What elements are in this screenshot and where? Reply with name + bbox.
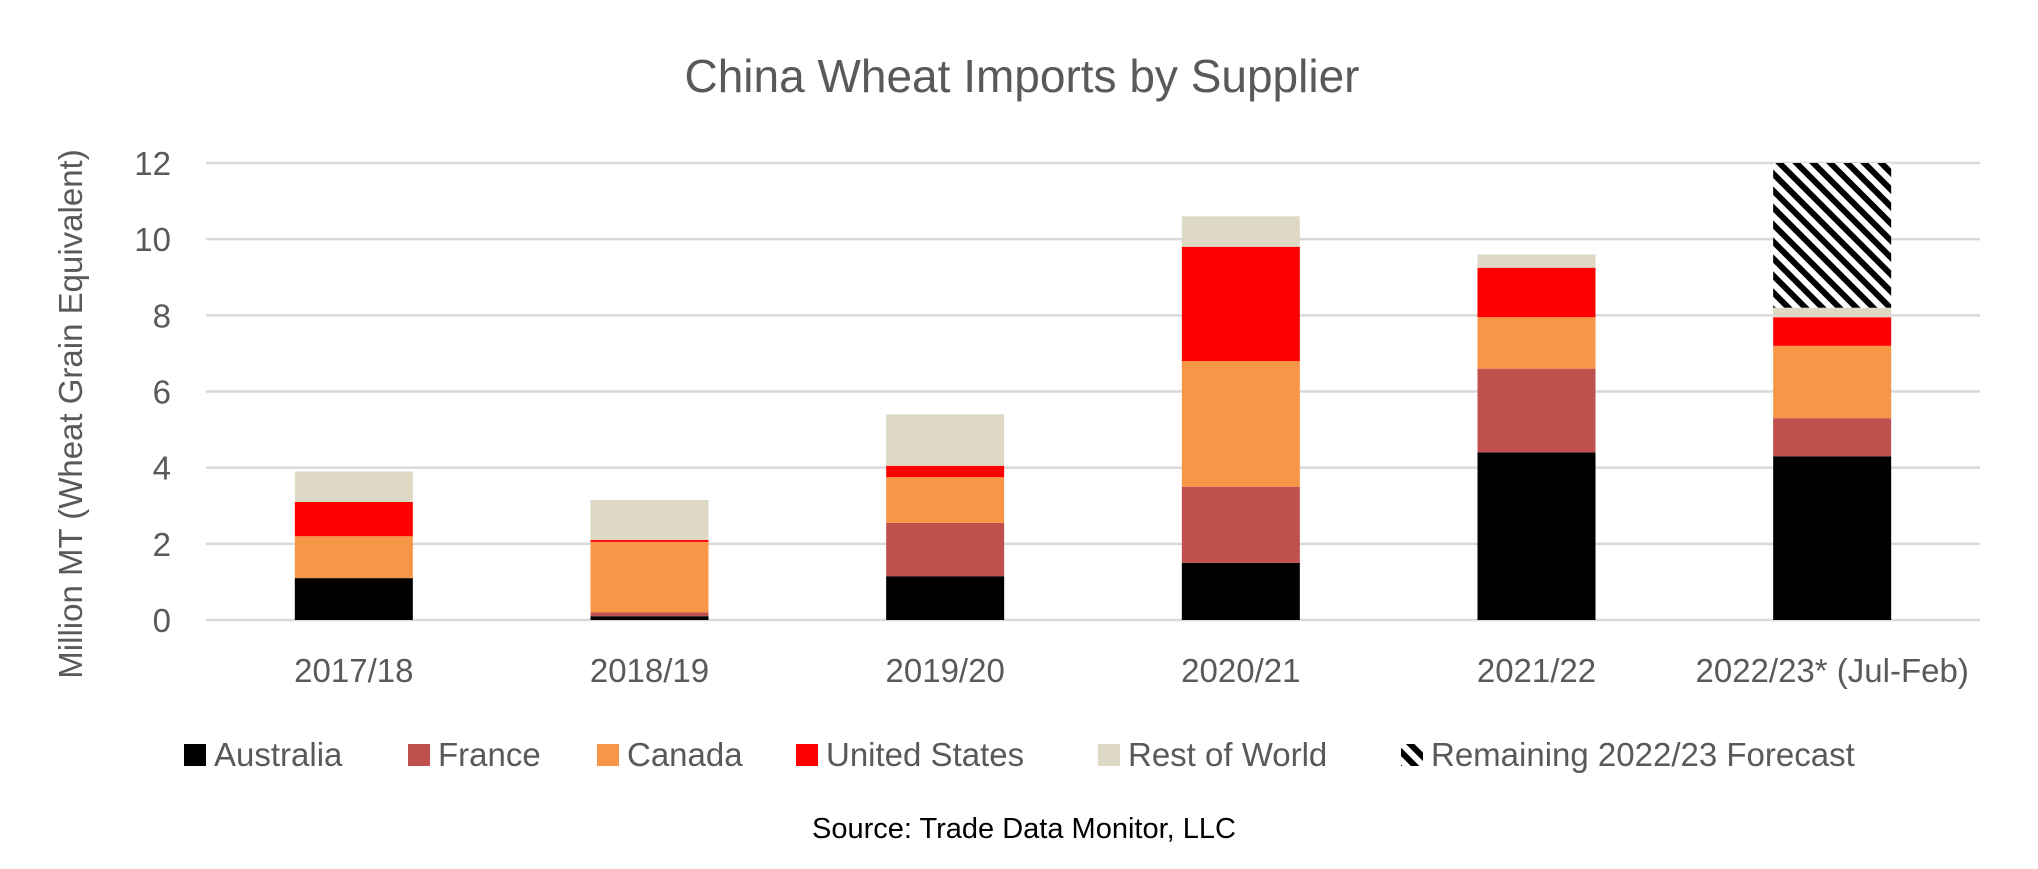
- source-note: Source: Trade Data Monitor, LLC: [812, 813, 1236, 845]
- legend-label: Remaining 2022/23 Forecast: [1431, 736, 1855, 773]
- bar-segment: [886, 576, 1005, 620]
- bar-segment: [1773, 317, 1892, 346]
- bar-segment: [1773, 345, 1892, 419]
- bar-segment: [590, 541, 709, 613]
- y-axis-ticks: 0 2 4 6 8 10 12: [134, 145, 171, 639]
- x-tick-label: 2020/21: [1181, 652, 1300, 689]
- x-tick-label: 2017/18: [294, 652, 413, 689]
- bar-segment: [590, 616, 709, 620]
- y-tick-label: 0: [153, 602, 171, 639]
- bar-segment: [294, 536, 413, 579]
- legend-swatch: [1401, 744, 1423, 766]
- legend-swatch: [184, 744, 206, 766]
- bar-segment: [1477, 452, 1596, 620]
- bar-segment: [886, 414, 1005, 466]
- legend-swatch: [796, 744, 818, 766]
- y-tick-label: 10: [134, 221, 171, 258]
- legend-label: United States: [826, 736, 1024, 773]
- bar-segment: [1773, 307, 1892, 318]
- legend-swatch: [597, 744, 619, 766]
- bar-segment: [1477, 254, 1596, 268]
- x-tick-label: 2021/22: [1477, 652, 1596, 689]
- bar-segment: [1181, 361, 1300, 487]
- gridlines: [206, 161, 1980, 622]
- legend-label: France: [438, 736, 541, 773]
- legend-label: Rest of World: [1128, 736, 1327, 773]
- bar-segment: [1181, 216, 1300, 247]
- bar-segment: [1773, 163, 1892, 308]
- x-axis-ticks: 2017/18 2018/19 2019/20 2020/21 2021/22 2022/…: [294, 652, 1969, 689]
- y-tick-label: 6: [153, 374, 171, 411]
- y-tick-label: 12: [134, 145, 171, 182]
- bar-segment: [1477, 368, 1596, 453]
- y-tick-label: 8: [153, 297, 171, 334]
- bar-segment: [886, 465, 1005, 478]
- bar-segment: [294, 578, 413, 620]
- y-tick-label: 2: [153, 526, 171, 563]
- y-axis-title: Million MT (Wheat Grain Equivalent): [52, 149, 89, 678]
- bar-segment: [1181, 246, 1300, 362]
- bar-segment: [886, 522, 1005, 577]
- legend-swatch: [408, 744, 430, 766]
- bar-segment: [1477, 317, 1596, 369]
- legend-label: Canada: [627, 736, 743, 773]
- bar-segment: [590, 500, 709, 541]
- bar-segment: [590, 540, 709, 542]
- chart-title: China Wheat Imports by Supplier: [685, 50, 1360, 102]
- bar-segment: [1181, 562, 1300, 620]
- x-tick-label: 2019/20: [886, 652, 1005, 689]
- bar-segment: [590, 612, 709, 617]
- bar-segment: [1773, 418, 1892, 457]
- legend-label: Australia: [214, 736, 343, 773]
- bar-segment: [294, 471, 413, 502]
- bars: [294, 163, 1892, 620]
- x-tick-label: 2022/23* (Jul-Feb): [1696, 652, 1969, 689]
- y-tick-label: 4: [153, 450, 171, 487]
- legend: Australia France Canada United States Rest o…: [184, 736, 1855, 773]
- bar-segment: [294, 501, 413, 537]
- bar-segment: [886, 477, 1005, 523]
- bar-segment: [1773, 456, 1892, 620]
- bar-segment: [1477, 267, 1596, 318]
- bar-segment: [1181, 486, 1300, 563]
- legend-swatch: [1098, 744, 1120, 766]
- x-tick-label: 2018/19: [590, 652, 709, 689]
